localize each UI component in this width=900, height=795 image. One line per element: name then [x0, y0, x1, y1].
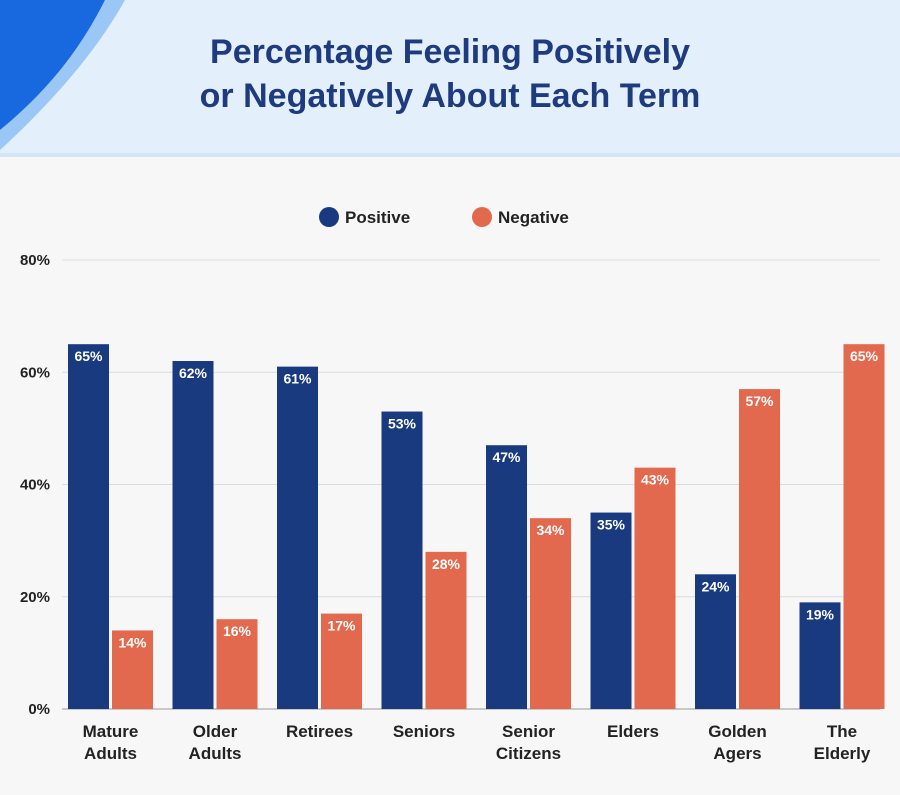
bar-positive	[68, 344, 109, 709]
data-label: 62%	[179, 365, 208, 381]
bar-negative	[739, 389, 780, 709]
data-label: 65%	[850, 348, 879, 364]
x-tick-label: Senior	[502, 722, 555, 741]
data-label: 43%	[641, 472, 670, 488]
y-tick-label: 0%	[28, 701, 50, 718]
data-label: 28%	[432, 556, 461, 572]
legend-marker-negative	[472, 207, 492, 227]
data-label: 35%	[597, 517, 626, 533]
bar-positive	[695, 574, 736, 709]
bar-chart: 0% 20% 40% 60% 80% Positive Negative 65% 14% Matu…	[20, 207, 885, 763]
data-label: 47%	[492, 449, 521, 465]
legend-label-positive: Positive	[345, 208, 410, 227]
data-label: 14%	[118, 634, 147, 650]
x-tick-label: Seniors	[393, 722, 455, 741]
x-tick-label: Mature	[83, 722, 139, 741]
data-label: 57%	[745, 393, 774, 409]
data-label: 16%	[223, 623, 252, 639]
x-tick-label: Elderly	[814, 744, 871, 763]
chart-title-line1: Percentage Feeling Positively	[210, 33, 690, 71]
data-label: 19%	[806, 606, 835, 622]
bar-negative	[112, 630, 153, 709]
legend-label-negative: Negative	[498, 208, 569, 227]
x-tick-label: Agers	[713, 744, 761, 763]
bar-negative	[530, 518, 571, 709]
x-tick-label: Adults	[84, 744, 137, 763]
chart-title: Percentage Feeling Positively or Negativ…	[0, 30, 900, 118]
bar-positive	[277, 366, 318, 709]
x-tick-label: Elders	[607, 722, 659, 741]
x-tick-label: Retirees	[286, 722, 353, 741]
header-banner: Percentage Feeling Positively or Negativ…	[0, 0, 900, 157]
bar-negative	[216, 619, 258, 709]
data-label: 24%	[701, 578, 730, 594]
bar-negative	[634, 467, 676, 709]
data-label: 61%	[283, 371, 312, 387]
data-label: 53%	[388, 416, 417, 432]
corner-accent	[0, 0, 125, 150]
bar-negative	[425, 551, 467, 709]
bar-positive	[799, 602, 841, 709]
chart-title-line2: or Negatively About Each Term	[199, 77, 701, 115]
bar-positive	[590, 512, 632, 709]
y-tick-label: 20%	[20, 589, 50, 606]
legend-marker-positive	[319, 207, 339, 227]
data-label: 65%	[74, 348, 103, 364]
bar-negative	[843, 344, 885, 709]
bar-positive	[172, 361, 214, 709]
bar-negative	[321, 613, 362, 709]
data-label: 17%	[327, 618, 356, 634]
y-tick-label: 80%	[20, 252, 50, 269]
data-label: 34%	[536, 522, 565, 538]
y-tick-label: 60%	[20, 364, 50, 381]
x-tick-label: Citizens	[496, 744, 561, 763]
x-tick-label: Golden	[708, 722, 767, 741]
x-tick-label: Older	[193, 722, 238, 741]
x-tick-label: Adults	[189, 744, 242, 763]
x-tick-label: The	[827, 722, 857, 741]
y-tick-label: 40%	[20, 477, 50, 494]
bar-positive	[381, 411, 423, 709]
bar-positive	[486, 445, 527, 709]
